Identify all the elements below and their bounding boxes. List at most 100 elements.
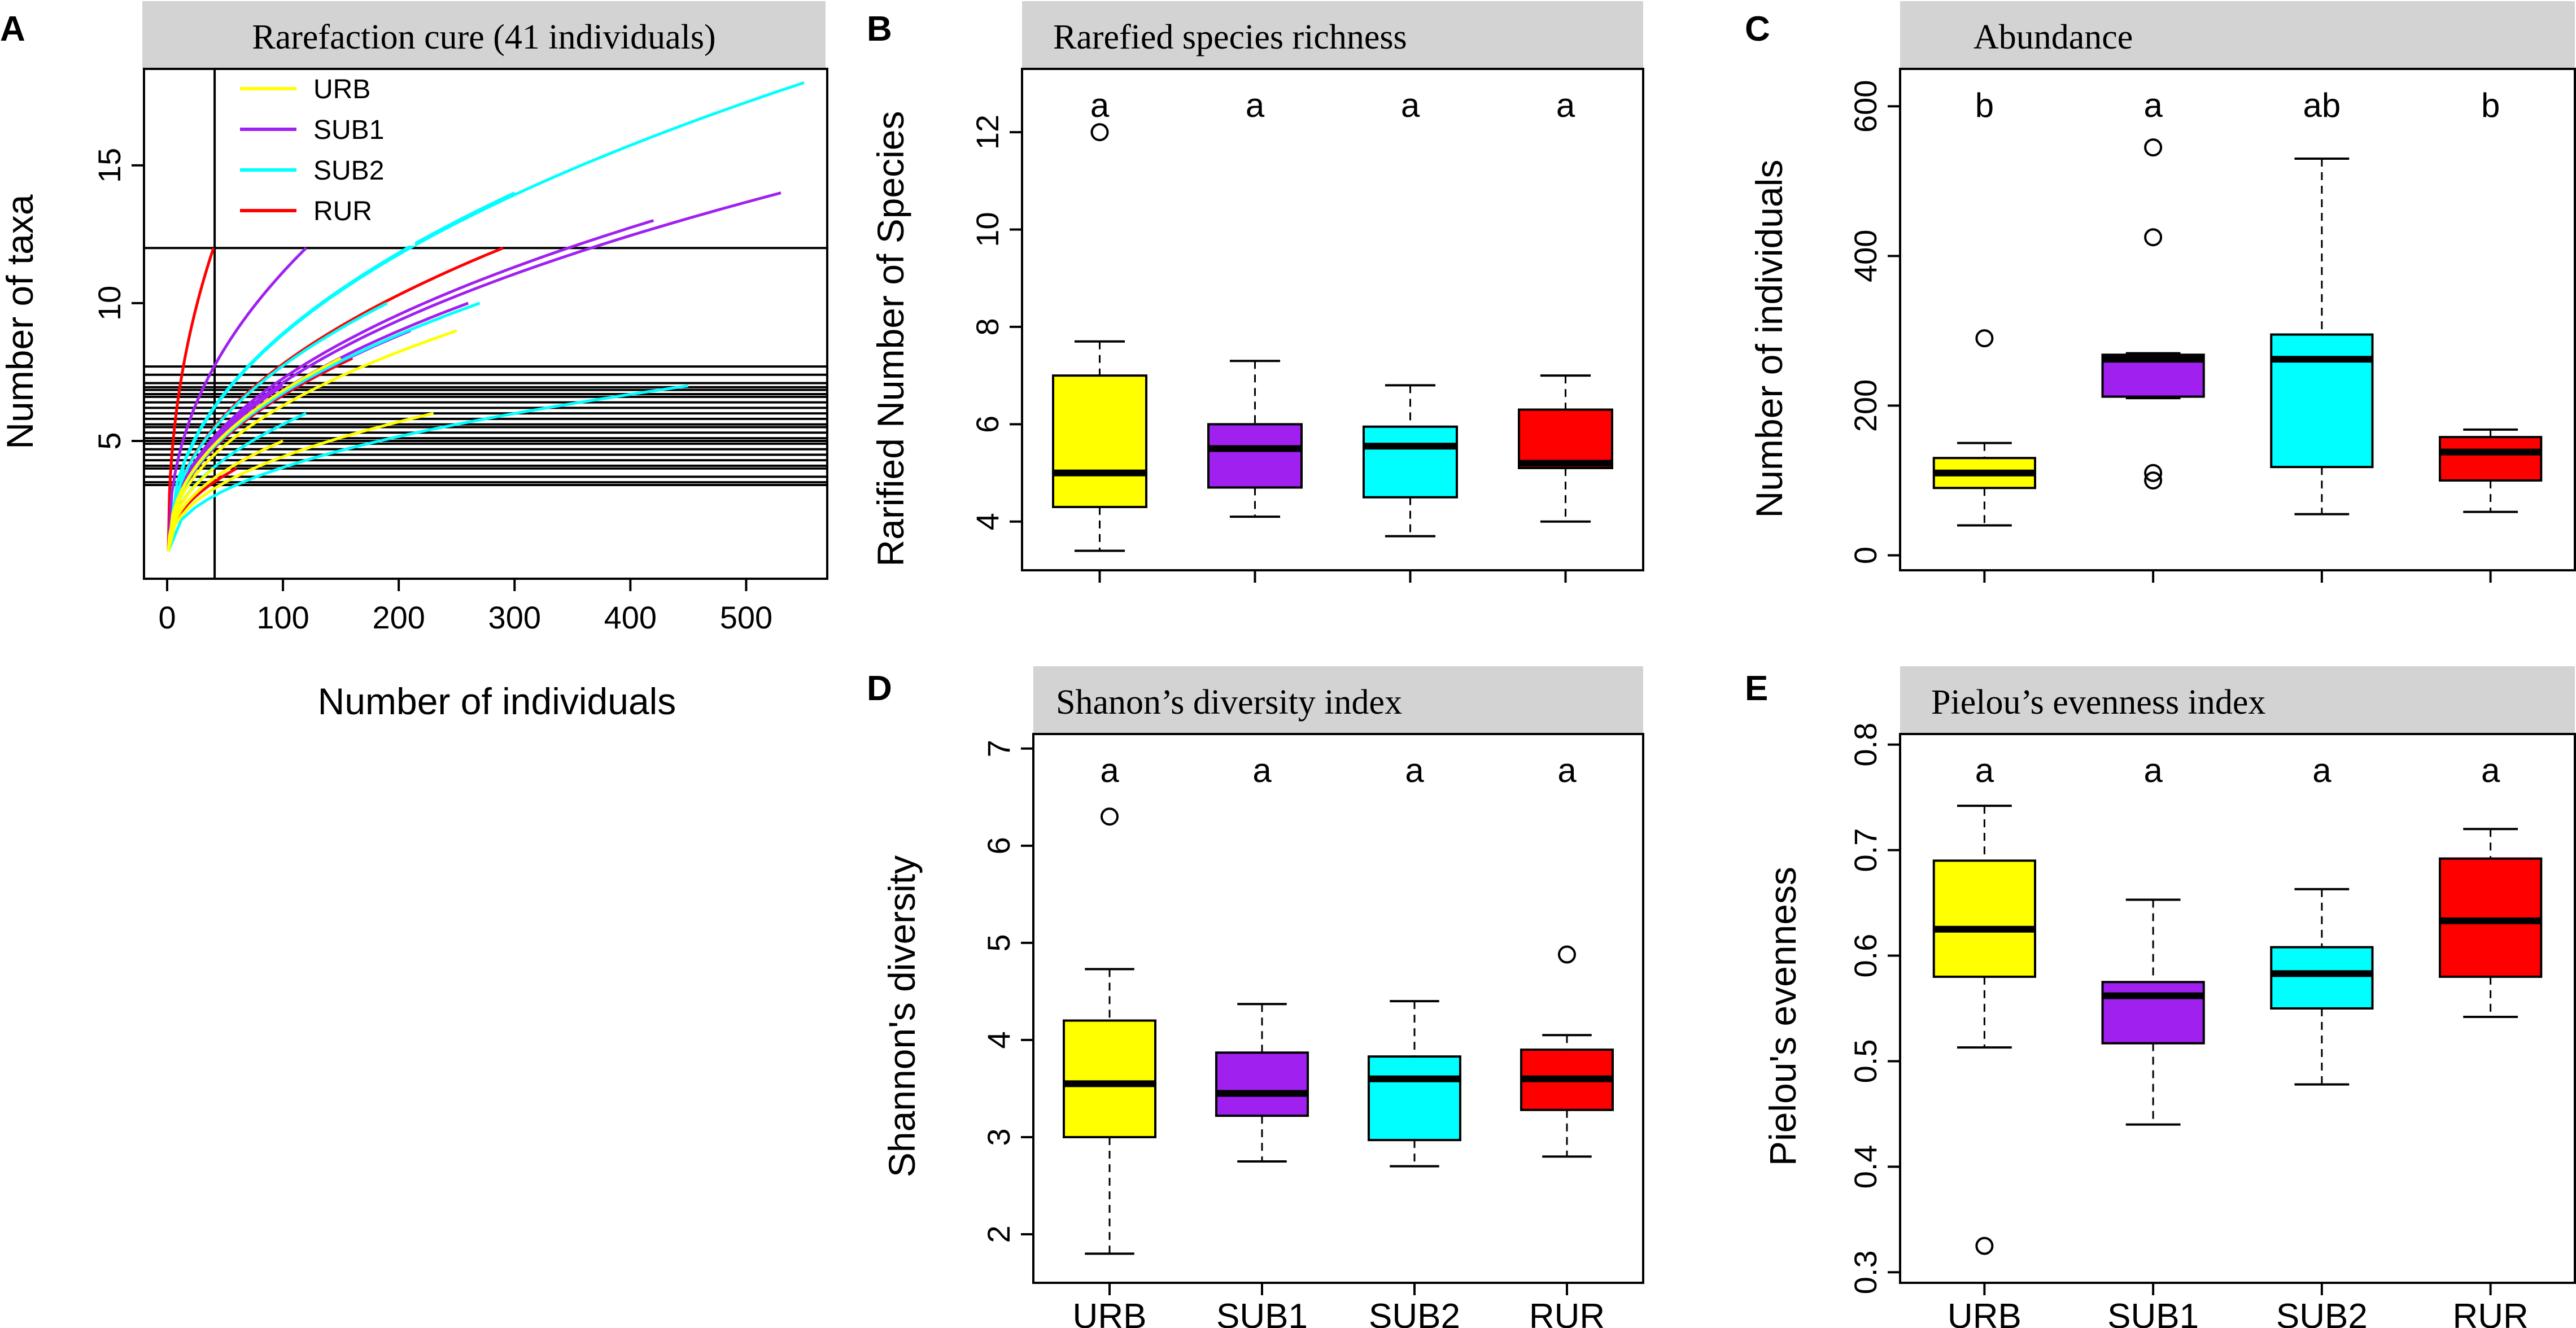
rarefaction-curve-sub2 — [167, 302, 388, 552]
panel-a-y-label: Number of taxa — [0, 194, 41, 449]
panel-c-y-tick-label: 200 — [1848, 379, 1883, 432]
significance-letter: a — [1557, 752, 1577, 789]
significance-letter: a — [1246, 86, 1265, 124]
box-outlier — [1975, 329, 1994, 348]
significance-letter: a — [1975, 752, 1994, 789]
panel-d: D Shanon’s diversity index 2 3 4 5 6 7 URB SUB1… — [867, 666, 1644, 1328]
panel-e-letter: E — [1745, 669, 1768, 708]
panel-a-x-tick-label: 200 — [372, 600, 425, 635]
rarefaction-curve-urb — [167, 467, 215, 552]
panel-b-y-tick-label: 8 — [970, 318, 1005, 335]
panel-d-y-tick-label: 3 — [981, 1128, 1016, 1146]
box-outlier — [1975, 1237, 1994, 1255]
panel-d-plot: 2 3 4 5 6 7 URB SUB1 SUB2 RUR a a a a — [981, 733, 1644, 1328]
panel-a-y-tick-label: 15 — [91, 148, 127, 183]
box-outlier — [1090, 123, 1109, 142]
panel-d-frame — [1032, 733, 1644, 1284]
panel-b-y-label: Rarified Number of Species — [870, 111, 911, 566]
significance-letter: a — [1401, 86, 1420, 124]
box-sub2 — [1363, 425, 1458, 499]
panel-d-category-label: RUR — [1529, 1297, 1605, 1328]
panel-d-y-tick-label: 5 — [981, 934, 1016, 951]
significance-letter: b — [1975, 86, 1994, 124]
panel-d-y-tick-label: 6 — [981, 837, 1016, 854]
significance-letter: a — [2481, 752, 2500, 789]
significance-letter: a — [1252, 752, 1272, 789]
panel-a-plot: 0 100 200 300 400 500 5 10 15 URB SUB1 SUB2 RUR — [91, 68, 828, 635]
significance-letter: ab — [2303, 86, 2341, 124]
rarefaction-curve-sub2 — [167, 384, 689, 552]
panel-c-plot: 0 200 400 600 b a ab b — [1848, 68, 2576, 583]
panel-d-y-tick-label: 7 — [981, 740, 1016, 757]
panel-e-y-tick-label: 0.8 — [1848, 723, 1883, 767]
panel-e: E Pielou’s evenness index 0.30.40.50.60.… — [1745, 666, 2576, 1328]
rarefaction-curve-sub2 — [167, 191, 516, 552]
panel-a-x-label: Number of individuals — [318, 680, 676, 722]
rarefaction-curve-urb — [167, 412, 434, 552]
rarefaction-curve-sub1 — [167, 247, 307, 552]
panel-d-title-strip — [1033, 666, 1643, 734]
box-outlier — [2144, 228, 2163, 247]
panel-d-category-label: URB — [1073, 1297, 1147, 1328]
panel-e-y-tick-label: 0.5 — [1848, 1039, 1883, 1084]
panel-c-frame — [1899, 68, 2576, 571]
panel-b-title-strip — [1022, 1, 1643, 69]
panel-e-title-strip — [1900, 666, 2575, 734]
panel-e-plot: 0.3 0.4 0.5 0.6 0.7 0.8 URB SUB1 SUB2 RUR a a a a — [1848, 723, 2576, 1328]
panel-a-frame — [143, 68, 828, 580]
box-sub1 — [1207, 423, 1303, 489]
panel-c-y-tick-label: 600 — [1848, 80, 1883, 133]
panel-d-category-label: SUB2 — [1369, 1297, 1460, 1328]
panel-a-title-strip — [142, 1, 826, 69]
panel-a-x-tick-label: 300 — [488, 600, 541, 635]
panel-d-letter: D — [867, 669, 892, 708]
rarefaction-curve-urb — [167, 329, 457, 552]
box-outlier — [1101, 807, 1119, 826]
rarefaction-curve-sub1 — [167, 219, 654, 552]
panel-b-y-tick-label: 10 — [970, 212, 1005, 247]
panel-b-letter: B — [867, 10, 892, 49]
box-sub1 — [1215, 1051, 1309, 1117]
panel-a-legend-background — [229, 72, 415, 246]
significance-letter: a — [2143, 752, 2163, 789]
legend-label-sub2: SUB2 — [313, 156, 384, 186]
panel-d-title: Shanon’s diversity index — [1056, 683, 1402, 722]
box-urb — [1052, 374, 1147, 508]
panel-e-category-label: SUB2 — [2276, 1297, 2368, 1328]
panel-b-y-tick-label: 6 — [970, 416, 1005, 433]
box-urb — [1932, 859, 2036, 978]
box-sub1 — [2101, 981, 2205, 1045]
rarefaction-curve-urb — [167, 439, 284, 552]
panel-e-title: Pielou’s evenness index — [1931, 683, 2265, 722]
significance-letter: a — [2312, 752, 2332, 789]
panel-a-x-tick-label: 500 — [720, 600, 772, 635]
panel-e-category-label: URB — [1948, 1297, 2021, 1328]
box-sub2 — [2270, 946, 2374, 1010]
panel-a-x-tick-label: 400 — [604, 600, 657, 635]
panel-a-title: Rarefaction cure (41 individuals) — [252, 18, 715, 56]
panel-e-category-label: SUB1 — [2107, 1297, 2199, 1328]
box-outlier — [1558, 945, 1576, 964]
significance-letter: a — [1556, 86, 1575, 124]
rarefaction-curve-urb — [167, 357, 342, 552]
panel-c-letter: C — [1745, 10, 1770, 49]
panel-b-y-tick-label: 4 — [970, 513, 1005, 530]
box-outlier — [2144, 464, 2163, 482]
panel-e-y-tick-label: 0.7 — [1848, 828, 1883, 872]
significance-letter: a — [2143, 86, 2163, 124]
panel-e-frame — [1899, 733, 2576, 1284]
panel-e-y-label: Pielou's evenness — [1762, 867, 1804, 1166]
box-sub2 — [2270, 333, 2374, 469]
panel-c-title-strip — [1900, 1, 2575, 69]
legend-label-sub1: SUB1 — [313, 115, 384, 145]
box-outlier — [2144, 138, 2163, 157]
panel-a-y-tick-label: 5 — [91, 432, 127, 449]
panel-e-y-tick-label: 0.4 — [1848, 1144, 1883, 1189]
rarefaction-curve-sub1 — [167, 191, 781, 552]
panel-e-category-label: RUR — [2452, 1297, 2528, 1328]
panel-b-frame — [1021, 68, 1644, 571]
panel-c-y-tick-label: 400 — [1848, 230, 1883, 282]
panel-b-plot: 4 6 8 10 12 a a a a — [970, 68, 1644, 583]
